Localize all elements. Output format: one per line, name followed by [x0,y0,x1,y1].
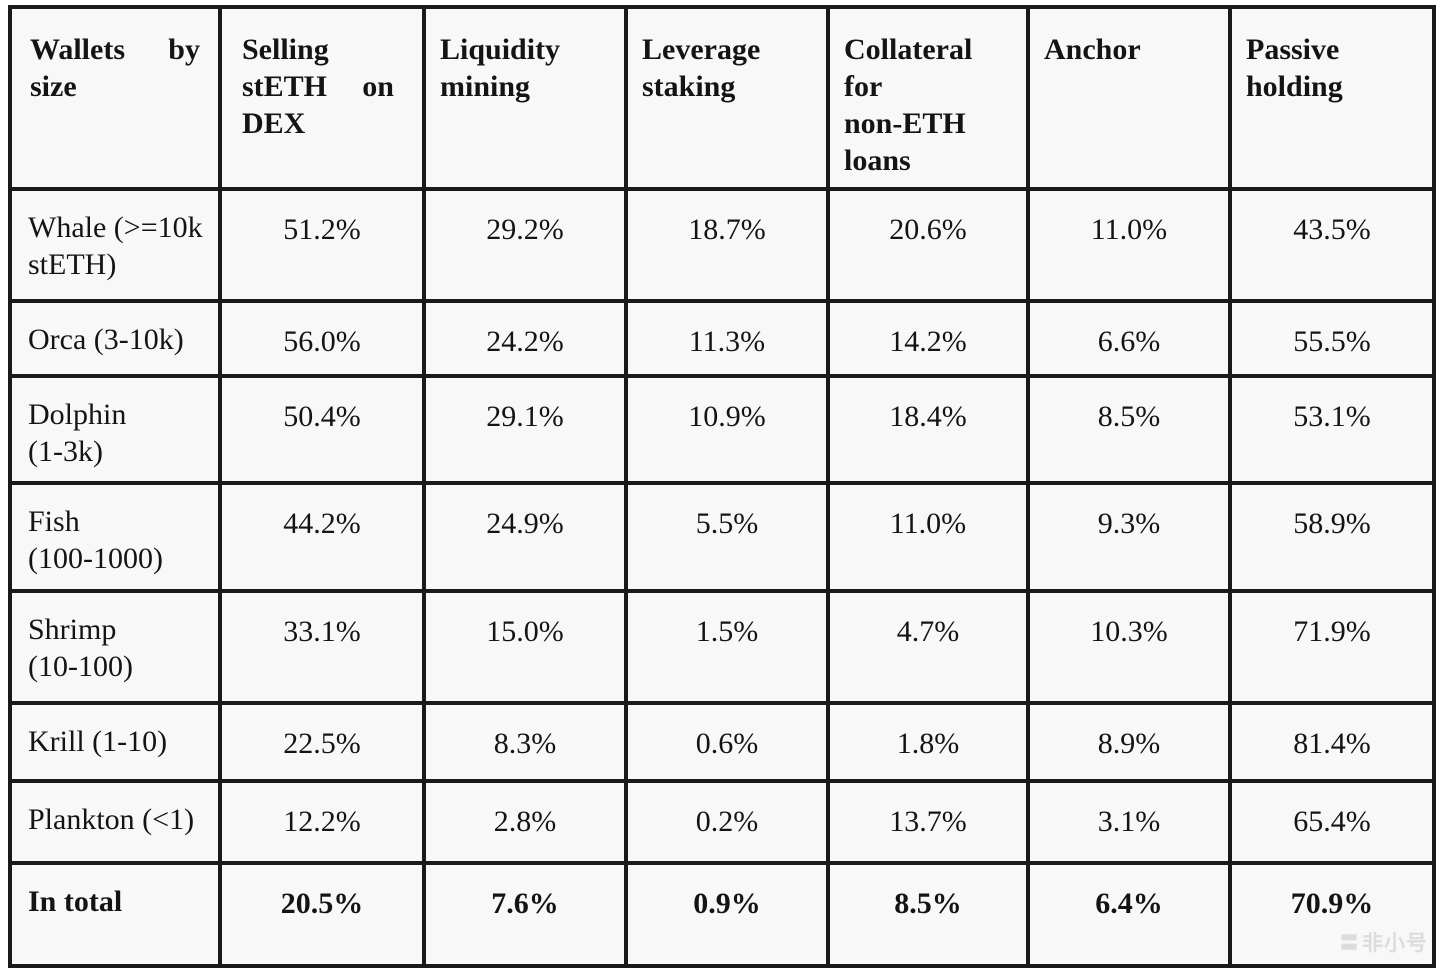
cell-dolphin-collateral: 18.4% [828,376,1028,483]
cell-shrimp-leverage: 1.5% [626,591,828,703]
cell-shrimp-selling: 33.1% [220,591,424,703]
cell-orca-liquidity: 24.2% [424,301,626,376]
cell-orca-passive: 55.5% [1230,301,1434,376]
cell-fish-selling: 44.2% [220,483,424,591]
cell-whale-liquidity: 29.2% [424,189,626,301]
row-label-dolphin: Dolphin (1-3k) [10,376,220,483]
cell-orca-selling: 56.0% [220,301,424,376]
cell-whale-leverage: 18.7% [626,189,828,301]
cell-orca-anchor: 6.6% [1028,301,1230,376]
cell-total-passive: 70.9% [1230,863,1434,966]
row-label-krill: Krill (1-10) [10,703,220,781]
cell-krill-selling: 22.5% [220,703,424,781]
column-header-liquidity-mining: Liquidity mining [424,7,626,189]
cell-dolphin-selling: 50.4% [220,376,424,483]
cell-krill-collateral: 1.8% [828,703,1028,781]
cell-dolphin-anchor: 8.5% [1028,376,1230,483]
cell-fish-collateral: 11.0% [828,483,1028,591]
column-header-leverage-staking: Leverage staking [626,7,828,189]
table-body: Whale (>=10k stETH) 51.2% 29.2% 18.7% 20… [10,189,1434,966]
row-label-orca: Orca (3-10k) [10,301,220,376]
cell-orca-leverage: 11.3% [626,301,828,376]
cell-shrimp-liquidity: 15.0% [424,591,626,703]
cell-total-selling: 20.5% [220,863,424,966]
table-row-whale: Whale (>=10k stETH) 51.2% 29.2% 18.7% 20… [10,189,1434,301]
cell-shrimp-collateral: 4.7% [828,591,1028,703]
row-label-fish: Fish (100-1000) [10,483,220,591]
row-label-shrimp: Shrimp (10-100) [10,591,220,703]
watermark-logo-icon: 〓 [1340,933,1359,953]
cell-fish-anchor: 9.3% [1028,483,1230,591]
table-row-orca: Orca (3-10k) 56.0% 24.2% 11.3% 14.2% 6.6… [10,301,1434,376]
column-header-wallets-by-size: Wallets by size [10,7,220,189]
cell-whale-passive: 43.5% [1230,189,1434,301]
table-row-shrimp: Shrimp (10-100) 33.1% 15.0% 1.5% 4.7% 10… [10,591,1434,703]
cell-krill-liquidity: 8.3% [424,703,626,781]
cell-whale-anchor: 11.0% [1028,189,1230,301]
table-row-krill: Krill (1-10) 22.5% 8.3% 0.6% 1.8% 8.9% 8… [10,703,1434,781]
cell-dolphin-passive: 53.1% [1230,376,1434,483]
cell-shrimp-passive: 71.9% [1230,591,1434,703]
table-row-plankton: Plankton (<1) 12.2% 2.8% 0.2% 13.7% 3.1%… [10,781,1434,863]
cell-dolphin-leverage: 10.9% [626,376,828,483]
column-header-collateral-non-eth-loans: Collateral for non-ETH loans [828,7,1028,189]
watermark-text: 非小号 [1362,932,1428,955]
cell-total-liquidity: 7.6% [424,863,626,966]
table-header: Wallets by size Selling stETH on DEX Liq… [10,7,1434,189]
cell-fish-liquidity: 24.9% [424,483,626,591]
row-label-whale: Whale (>=10k stETH) [10,189,220,301]
cell-dolphin-liquidity: 29.1% [424,376,626,483]
cell-fish-passive: 58.9% [1230,483,1434,591]
wallet-usage-table: Wallets by size Selling stETH on DEX Liq… [8,5,1436,968]
table-row-in-total: In total 20.5% 7.6% 0.9% 8.5% 6.4% 70.9% [10,863,1434,966]
cell-plankton-liquidity: 2.8% [424,781,626,863]
cell-whale-collateral: 20.6% [828,189,1028,301]
cell-plankton-anchor: 3.1% [1028,781,1230,863]
cell-total-anchor: 6.4% [1028,863,1230,966]
cell-krill-anchor: 8.9% [1028,703,1230,781]
cell-total-collateral: 8.5% [828,863,1028,966]
cell-krill-passive: 81.4% [1230,703,1434,781]
row-label-in-total: In total [10,863,220,966]
cell-plankton-leverage: 0.2% [626,781,828,863]
column-header-selling-steth-on-dex: Selling stETH on DEX [220,7,424,189]
column-header-anchor: Anchor [1028,7,1230,189]
cell-whale-selling: 51.2% [220,189,424,301]
row-label-plankton: Plankton (<1) [10,781,220,863]
cell-total-leverage: 0.9% [626,863,828,966]
cell-orca-collateral: 14.2% [828,301,1028,376]
cell-plankton-collateral: 13.7% [828,781,1028,863]
table-row-dolphin: Dolphin (1-3k) 50.4% 29.1% 10.9% 18.4% 8… [10,376,1434,483]
table-row-fish: Fish (100-1000) 44.2% 24.9% 5.5% 11.0% 9… [10,483,1434,591]
header-row: Wallets by size Selling stETH on DEX Liq… [10,7,1434,189]
cell-shrimp-anchor: 10.3% [1028,591,1230,703]
cell-krill-leverage: 0.6% [626,703,828,781]
cell-plankton-selling: 12.2% [220,781,424,863]
column-header-passive-holding: Passive holding [1230,7,1434,189]
cell-plankton-passive: 65.4% [1230,781,1434,863]
watermark: 〓 非小号 [1340,927,1428,957]
cell-fish-leverage: 5.5% [626,483,828,591]
